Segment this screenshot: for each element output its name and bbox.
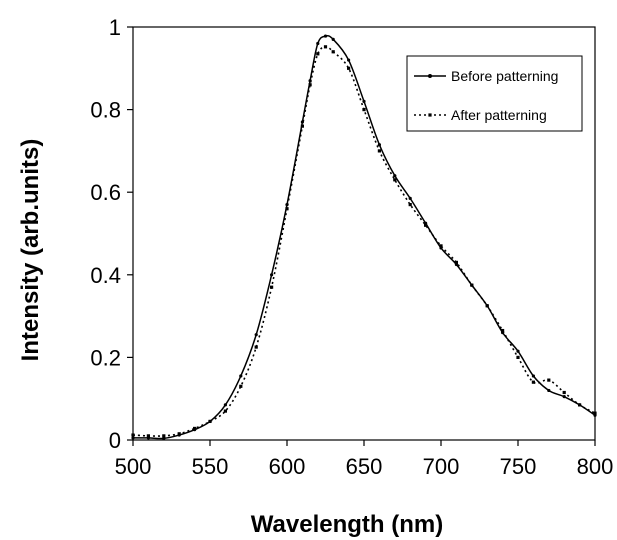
x-axis-title: Wavelength (nm) [251, 511, 443, 538]
data-point-after-patterning [454, 260, 458, 265]
data-point-before-patterning [162, 436, 166, 440]
data-point-after-patterning [270, 285, 274, 289]
y-tick-label: 0.2 [90, 345, 121, 370]
x-tick-label: 600 [269, 454, 306, 479]
legend-marker [428, 74, 432, 78]
y-tick-label: 0.4 [90, 263, 121, 288]
data-point-after-patterning [408, 202, 412, 207]
data-point-before-patterning [323, 34, 328, 38]
y-axis-title: Intensity (arb.units) [17, 139, 44, 362]
y-tick-label: 1 [109, 15, 121, 40]
data-point-after-patterning [578, 403, 582, 407]
data-point-before-patterning [223, 403, 227, 407]
legend-marker [428, 113, 432, 117]
data-point-after-patterning [331, 50, 335, 54]
data-point-after-patterning [193, 426, 197, 431]
data-point-after-patterning [316, 52, 320, 56]
data-point-after-patterning [377, 149, 381, 153]
data-point-after-patterning [146, 434, 150, 438]
x-tick-label: 750 [500, 454, 537, 479]
y-axis-ticks: 0 0.2 0.4 0.6 0.8 1 [90, 15, 133, 453]
y-tick-label: 0.6 [90, 180, 121, 205]
data-point-after-patterning [208, 419, 212, 424]
data-point-before-patterning [270, 273, 274, 277]
data-point-after-patterning [470, 283, 474, 287]
data-point-before-patterning [254, 333, 258, 337]
data-point-before-patterning [393, 174, 397, 178]
data-point-after-patterning [347, 66, 351, 70]
x-tick-label: 700 [423, 454, 460, 479]
data-point-after-patterning [393, 178, 397, 182]
data-point-after-patterning [323, 45, 328, 49]
data-point-after-patterning [501, 328, 505, 333]
data-point-after-patterning [562, 390, 566, 395]
legend: Before patterning After patterning [406, 55, 583, 132]
series-line-before-patterning [132, 35, 596, 440]
x-axis-ticks: 500 550 600 650 700 750 800 [115, 440, 614, 479]
data-point-before-patterning [362, 99, 366, 103]
series-layer [131, 34, 597, 440]
y-tick-label: 0.8 [90, 98, 121, 123]
data-point-after-patterning [424, 223, 428, 227]
data-point-after-patterning [439, 244, 443, 248]
data-point-after-patterning [362, 108, 366, 112]
data-point-after-patterning [516, 355, 520, 359]
data-point-after-patterning [300, 124, 304, 128]
x-tick-label: 650 [346, 454, 383, 479]
data-point-after-patterning [223, 409, 227, 413]
data-point-before-patterning [562, 395, 566, 399]
data-point-after-patterning [162, 434, 166, 438]
series-line-after-patterning [132, 45, 596, 437]
data-point-before-patterning [377, 143, 381, 147]
x-tick-label: 500 [115, 454, 152, 479]
y-tick-label: 0 [109, 428, 121, 453]
legend-box [406, 55, 583, 132]
x-tick-label: 800 [577, 454, 614, 479]
data-point-before-patterning [316, 41, 320, 46]
data-point-after-patterning [131, 433, 135, 437]
data-point-before-patterning [239, 374, 243, 378]
legend-label: After patterning [451, 107, 547, 123]
data-point-before-patterning [408, 196, 412, 200]
data-point-after-patterning [308, 83, 312, 87]
data-point-after-patterning [177, 432, 181, 436]
x-tick-label: 550 [192, 454, 229, 479]
legend-label: Before patterning [451, 68, 558, 84]
data-point-before-patterning [516, 349, 520, 353]
data-point-after-patterning [593, 411, 597, 415]
data-point-after-patterning [239, 384, 243, 388]
data-point-after-patterning [531, 380, 535, 384]
data-point-before-patterning [347, 58, 351, 62]
data-point-before-patterning [547, 388, 551, 393]
data-point-after-patterning [485, 304, 489, 308]
data-point-after-patterning [285, 207, 289, 211]
data-point-before-patterning [531, 374, 536, 378]
data-point-before-patterning [131, 436, 135, 440]
data-point-before-patterning [331, 37, 335, 41]
data-point-after-patterning [254, 345, 258, 349]
data-point-after-patterning [547, 378, 551, 382]
